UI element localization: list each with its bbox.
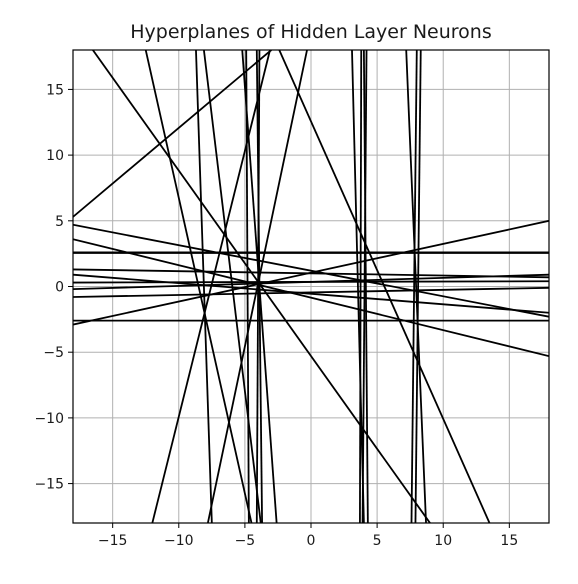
hyperplane-line bbox=[73, 219, 549, 326]
y-tick-label: 10 bbox=[46, 148, 64, 164]
y-tick-label: 0 bbox=[55, 280, 64, 296]
hyperplane-line bbox=[245, 50, 250, 523]
y-tick-label: 15 bbox=[46, 82, 64, 98]
hyperplane-line bbox=[73, 273, 549, 314]
axis-ticks: −15 −10 −5 0 5 10 15 15 10 5 0 −5 −10 −15 bbox=[34, 82, 518, 549]
x-tick-label: −15 bbox=[98, 533, 128, 549]
hyperplane-line bbox=[414, 50, 422, 523]
hyperplane-line bbox=[73, 238, 549, 358]
hyperplane-line bbox=[361, 50, 368, 523]
x-tick-label: 10 bbox=[434, 533, 452, 549]
hyperplane-line bbox=[255, 50, 263, 523]
x-tick-label: 0 bbox=[307, 533, 316, 549]
hyperplane-line bbox=[278, 50, 491, 523]
hyperplane-line bbox=[359, 50, 363, 523]
y-tick-label: 5 bbox=[55, 214, 64, 230]
hyperplane-line bbox=[362, 50, 369, 523]
hyperplane-line bbox=[410, 50, 418, 523]
hyperplane-lines bbox=[73, 50, 549, 523]
hyperplane-line bbox=[351, 50, 365, 523]
hyperplane-line bbox=[203, 50, 262, 523]
hyperplane-line bbox=[405, 50, 427, 523]
hyperplane-line bbox=[195, 50, 213, 523]
hyperplane-line bbox=[73, 273, 549, 291]
hyperplane-line bbox=[206, 50, 308, 523]
hyperplane-line bbox=[73, 286, 549, 298]
x-tick-label: 15 bbox=[500, 533, 518, 549]
x-tick-label: −5 bbox=[235, 533, 256, 549]
hyperplane-line bbox=[92, 50, 431, 523]
x-tick-label: −10 bbox=[164, 533, 194, 549]
y-tick-label: −15 bbox=[34, 477, 64, 493]
y-tick-label: −10 bbox=[34, 411, 64, 427]
hyperplane-line bbox=[73, 50, 272, 218]
hyperplane-line bbox=[151, 50, 271, 523]
hyperplane-line bbox=[73, 223, 549, 318]
x-tick-label: 5 bbox=[373, 533, 382, 549]
hyperplane-line bbox=[144, 50, 253, 523]
y-tick-label: −5 bbox=[43, 345, 64, 361]
chart-title: Hyperplanes of Hidden Layer Neurons bbox=[130, 21, 491, 43]
